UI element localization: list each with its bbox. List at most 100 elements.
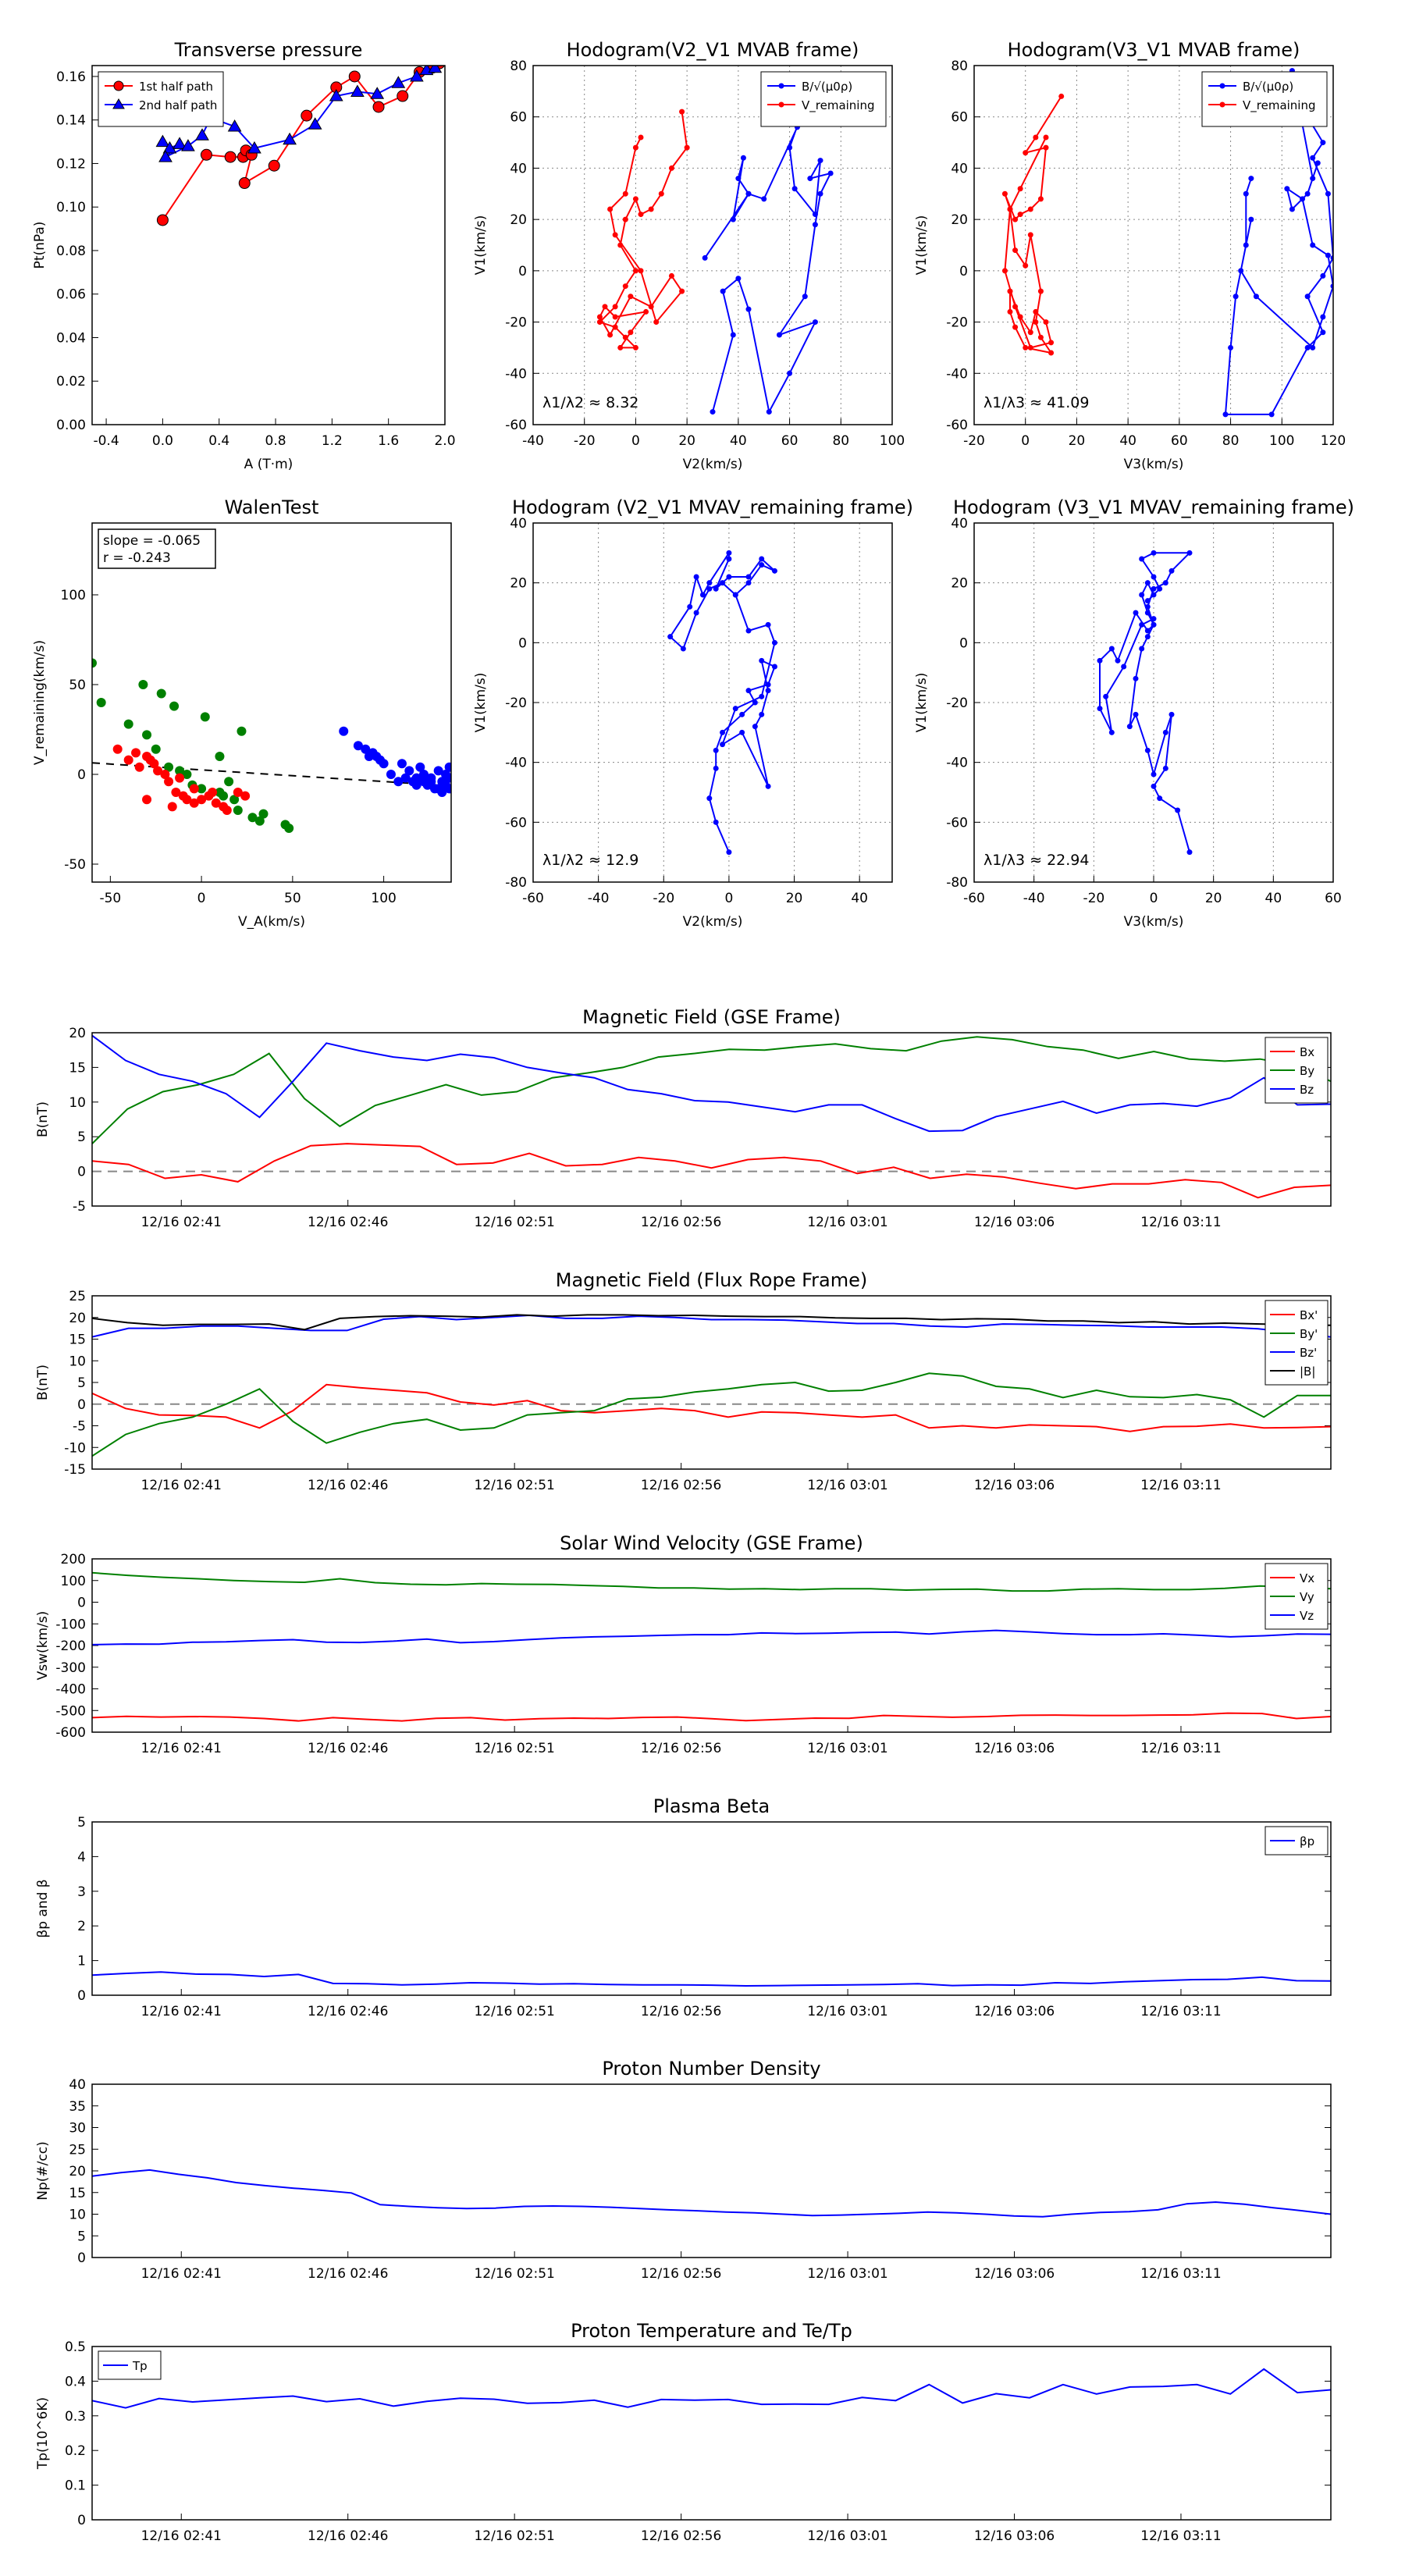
series-v-remaining-point xyxy=(653,319,660,326)
series-blue-point xyxy=(426,777,436,787)
y-tick-label: -20 xyxy=(505,696,527,711)
series-vz-line xyxy=(92,1629,1331,1646)
series-v-remaining-point xyxy=(622,334,628,340)
y-tick-label: 0 xyxy=(77,1397,86,1413)
stats-line: slope = -0.065 xyxy=(103,533,201,549)
series-b-point xyxy=(706,580,713,586)
series-b-0-point xyxy=(776,332,782,338)
x-tick-label: 12/16 02:56 xyxy=(641,1215,721,1230)
y-tick-label: -100 xyxy=(55,1617,86,1632)
series-v-remaining-point xyxy=(1023,344,1029,350)
series-v-remaining-point xyxy=(1037,196,1044,202)
x-tick-label: 12/16 03:06 xyxy=(974,2528,1055,2544)
series-v-remaining-point xyxy=(612,232,618,238)
series-b-0-point xyxy=(730,332,736,338)
series-v-remaining-point xyxy=(1007,206,1013,212)
series-2nd-half-path-point xyxy=(158,150,173,162)
y-tick-label: 5 xyxy=(77,1375,86,1391)
series-b-point xyxy=(667,634,674,640)
y-tick-label: -80 xyxy=(505,875,527,891)
series-vy-line xyxy=(92,1571,1331,1592)
series-blue-point xyxy=(397,759,407,769)
series-bx-line xyxy=(92,1383,1331,1432)
series-b-point xyxy=(706,585,713,592)
y-tick-label: 5 xyxy=(77,1130,86,1145)
ratio-annotation: λ1/λ3 ≈ 41.09 xyxy=(984,394,1089,411)
series-b-point xyxy=(720,580,726,586)
series-v-remaining-point xyxy=(1043,319,1049,326)
legend-label: Tp xyxy=(132,2359,148,2373)
y-tick-label: 0.14 xyxy=(56,113,86,129)
plot-area xyxy=(92,2169,1331,2218)
legend-label: By' xyxy=(1300,1327,1318,1341)
series-red-point xyxy=(197,795,207,805)
series-2nd-half-path-point xyxy=(173,137,187,149)
y-tick-label: 3 xyxy=(77,1884,86,1900)
x-tick-label: 20 xyxy=(1069,433,1086,449)
series-b-point xyxy=(1126,724,1133,730)
series-b-point xyxy=(680,646,686,652)
series-2nd-half-path-point xyxy=(370,87,385,99)
series-v-remaining-point xyxy=(1017,186,1023,192)
x-axis-label: V3(km/s) xyxy=(1124,914,1184,930)
y-tick-label: 40 xyxy=(510,161,527,176)
series-b-0-point xyxy=(745,190,752,197)
x-axis-label: V_A(km/s) xyxy=(238,914,305,930)
legend-label: By xyxy=(1300,1064,1314,1078)
series-b-0-point xyxy=(1304,294,1311,300)
plot-frame xyxy=(973,65,1334,425)
series-v-remaining-point xyxy=(1001,190,1008,197)
x-tick-label: 12/16 03:11 xyxy=(1140,2004,1221,2019)
series-green-point xyxy=(156,688,166,699)
series-b-0-point xyxy=(1310,176,1316,182)
chart-title: Hodogram (V3_V1 MVAV_remaining frame) xyxy=(953,496,1354,518)
y-tick-label: -300 xyxy=(55,1660,86,1676)
x-tick-label: -40 xyxy=(522,433,544,449)
series-2nd-half-path-point xyxy=(283,132,297,145)
series-b-0-point xyxy=(1253,294,1259,300)
y-tick-label: 50 xyxy=(69,678,86,693)
x-tick-label: 12/16 03:06 xyxy=(974,2004,1055,2019)
series-red-point xyxy=(233,788,243,797)
x-tick-label: -50 xyxy=(99,891,121,906)
legend-marker xyxy=(112,98,125,109)
plot-frame xyxy=(91,522,452,883)
series-b-0-point xyxy=(1268,411,1275,418)
series-red-point xyxy=(189,798,199,808)
ratio-annotation: λ1/λ2 ≈ 8.32 xyxy=(542,394,638,411)
series-v-remaining-point xyxy=(1001,268,1008,274)
series-b-0-point xyxy=(1310,344,1316,350)
series-v-remaining-point xyxy=(1017,314,1023,320)
series-b-0-point xyxy=(1320,314,1326,320)
chart-beta: 0 1 2 3 4 5 12/16 02:41 12/16 02:46 12/16 02:51 1… xyxy=(35,1795,1332,2019)
plot-frame xyxy=(91,65,446,425)
x-tick-label: 12/16 02:51 xyxy=(474,1478,554,1493)
x-tick-label: 12/16 03:01 xyxy=(807,1741,887,1756)
series-v-remaining-point xyxy=(1037,288,1044,294)
y-tick-label: 0 xyxy=(77,1165,86,1180)
series-b-0-point xyxy=(710,409,716,415)
y-tick-label: 0.16 xyxy=(56,69,86,85)
stats-line: r = -0.243 xyxy=(103,550,171,566)
chart-title: Plasma Beta xyxy=(653,1795,770,1817)
series-b-point xyxy=(726,574,732,580)
series-v-remaining-point xyxy=(622,283,628,290)
series-v-remaining-point xyxy=(1048,340,1055,346)
y-tick-label: 4 xyxy=(77,1849,86,1865)
series-v-remaining-point xyxy=(1037,334,1044,340)
series-bx-line xyxy=(92,1143,1331,1199)
series-b-point xyxy=(732,592,738,598)
series-1st-half-path-point xyxy=(224,151,237,163)
series-b-point xyxy=(1115,657,1121,664)
series-b-0-point xyxy=(1289,206,1295,212)
series-b-point xyxy=(765,783,771,789)
series-b-point xyxy=(713,585,719,592)
series-b-0-point xyxy=(1304,190,1311,197)
legend-box xyxy=(1201,71,1328,127)
series-b-0-point xyxy=(1320,140,1326,146)
chart-h3: -60 -40 -20 0 20 40-80-60-40-2002040V2(km/s)V… xyxy=(473,496,913,930)
series-1st-half-path-point xyxy=(156,214,169,226)
x-tick-label: 12/16 02:46 xyxy=(308,1478,388,1493)
series-2nd-half-path-point xyxy=(227,119,242,132)
